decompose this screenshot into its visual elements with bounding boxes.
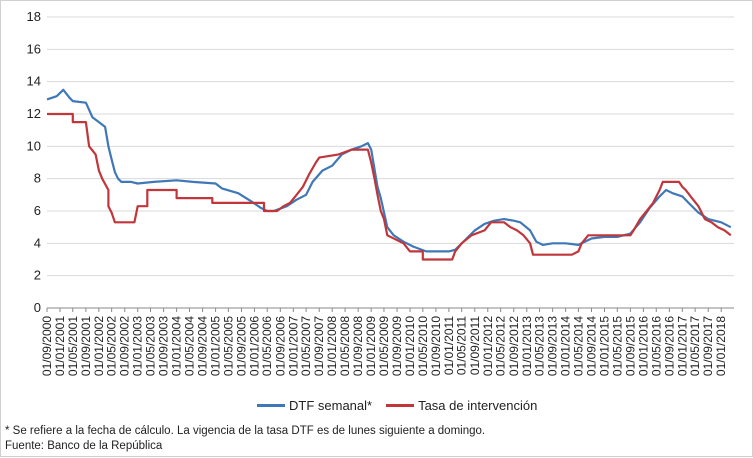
legend-item-dtf: DTF semanal* — [257, 398, 372, 413]
x-tick-label-14: 01/05/2005 — [221, 316, 235, 376]
x-tick-label-31: 01/01/2011 — [442, 316, 456, 375]
x-tick-label-33: 01/09/2011 — [468, 316, 482, 375]
x-tick-label-5: 01/05/2002 — [105, 316, 119, 376]
y-tick-label-16: 16 — [27, 41, 41, 56]
x-tick-label-6: 01/09/2002 — [118, 316, 132, 376]
x-tick-label-16: 01/01/2006 — [247, 316, 261, 376]
x-tick-label-15: 01/09/2005 — [234, 316, 248, 376]
x-tick-label-47: 01/05/2016 — [649, 316, 663, 376]
x-tick-label-24: 01/09/2008 — [351, 316, 365, 376]
x-tick-label-36: 01/09/2012 — [507, 316, 521, 376]
x-tick-label-50: 01/05/2017 — [688, 316, 702, 376]
x-tick-label-20: 01/05/2007 — [299, 316, 313, 376]
x-tick-label-38: 01/05/2013 — [533, 316, 547, 376]
x-tick-label-34: 01/01/2012 — [481, 316, 495, 376]
x-tick-label-29: 01/05/2010 — [416, 316, 430, 376]
x-tick-label-44: 01/05/2015 — [610, 316, 624, 376]
x-tick-label-27: 01/09/2009 — [390, 316, 404, 376]
y-tick-label-6: 6 — [34, 203, 41, 218]
x-tick-label-18: 01/09/2006 — [273, 316, 287, 376]
x-tick-label-26: 01/05/2009 — [377, 316, 391, 376]
x-tick-label-9: 01/09/2003 — [157, 316, 171, 376]
x-tick-label-12: 01/09/2004 — [196, 316, 210, 376]
x-tick-label-11: 01/05/2004 — [182, 316, 196, 376]
x-tick-label-7: 01/01/2003 — [131, 316, 145, 376]
x-tick-label-0: 01/09/2000 — [40, 316, 54, 376]
y-tick-label-12: 12 — [27, 106, 41, 121]
series-line-dtf-semanal — [46, 88, 732, 253]
y-tick-label-14: 14 — [27, 74, 41, 89]
x-tick-label-17: 01/05/2006 — [260, 316, 274, 376]
x-tick-label-45: 01/09/2015 — [623, 316, 637, 376]
chart-legend: DTF semanal* Tasa de intervención — [257, 398, 537, 413]
x-tick-label-30: 01/09/2010 — [429, 316, 443, 376]
series-line-tasa-intervencion — [47, 112, 732, 261]
x-tick-label-19: 01/01/2007 — [286, 316, 300, 376]
x-tick-label-49: 01/01/2017 — [675, 316, 689, 376]
x-tick-label-1: 01/01/2001 — [53, 316, 67, 376]
x-tick-label-28: 01/01/2010 — [403, 316, 417, 376]
x-tick-label-46: 01/01/2016 — [636, 316, 650, 376]
x-tick-label-13: 01/01/2005 — [209, 316, 223, 376]
x-tick-label-25: 01/01/2009 — [364, 316, 378, 376]
y-tick-label-18: 18 — [27, 9, 41, 24]
y-tick-label-8: 8 — [34, 171, 41, 186]
x-tick-label-10: 01/01/2004 — [170, 316, 184, 376]
legend-label-dtf: DTF semanal* — [289, 398, 373, 413]
x-tick-label-37: 01/01/2013 — [520, 316, 534, 376]
x-tick-label-4: 01/01/2002 — [92, 316, 106, 376]
x-tick-label-21: 01/09/2007 — [312, 316, 326, 376]
x-tick-label-51: 01/09/2017 — [701, 316, 715, 376]
x-tick-label-35: 01/05/2012 — [494, 316, 508, 376]
x-tick-label-39: 01/09/2013 — [546, 316, 560, 376]
y-tick-label-0: 0 — [34, 300, 41, 315]
chart-footnote: * Se refiere a la fecha de cálculo. La v… — [5, 425, 486, 437]
x-tick-label-8: 01/05/2003 — [144, 316, 158, 376]
x-tick-label-22: 01/01/2008 — [325, 316, 339, 376]
x-tick-label-3: 01/09/2001 — [79, 316, 93, 376]
x-tick-label-23: 01/05/2008 — [338, 316, 352, 376]
y-tick-label-4: 4 — [34, 235, 41, 250]
x-tick-label-41: 01/05/2014 — [571, 316, 585, 376]
x-tick-label-42: 01/09/2014 — [585, 316, 599, 376]
x-tick-label-40: 01/01/2014 — [559, 316, 573, 376]
x-tick-label-52: 01/01/2018 — [714, 316, 728, 376]
legend-swatch-dtf — [257, 404, 285, 407]
x-tick-label-43: 01/01/2015 — [598, 316, 612, 376]
legend-item-tasa: Tasa de intervención — [386, 398, 537, 413]
y-tick-label-10: 10 — [27, 138, 41, 153]
y-tick-label-2: 2 — [34, 268, 41, 283]
legend-swatch-tasa — [386, 404, 415, 407]
chart-source: Fuente: Banco de la República — [5, 440, 163, 452]
x-tick-label-32: 01/05/2011 — [455, 316, 469, 375]
x-tick-label-2: 01/05/2001 — [66, 316, 80, 376]
x-tick-label-48: 01/09/2016 — [662, 316, 676, 376]
legend-label-tasa: Tasa de intervención — [418, 398, 538, 413]
